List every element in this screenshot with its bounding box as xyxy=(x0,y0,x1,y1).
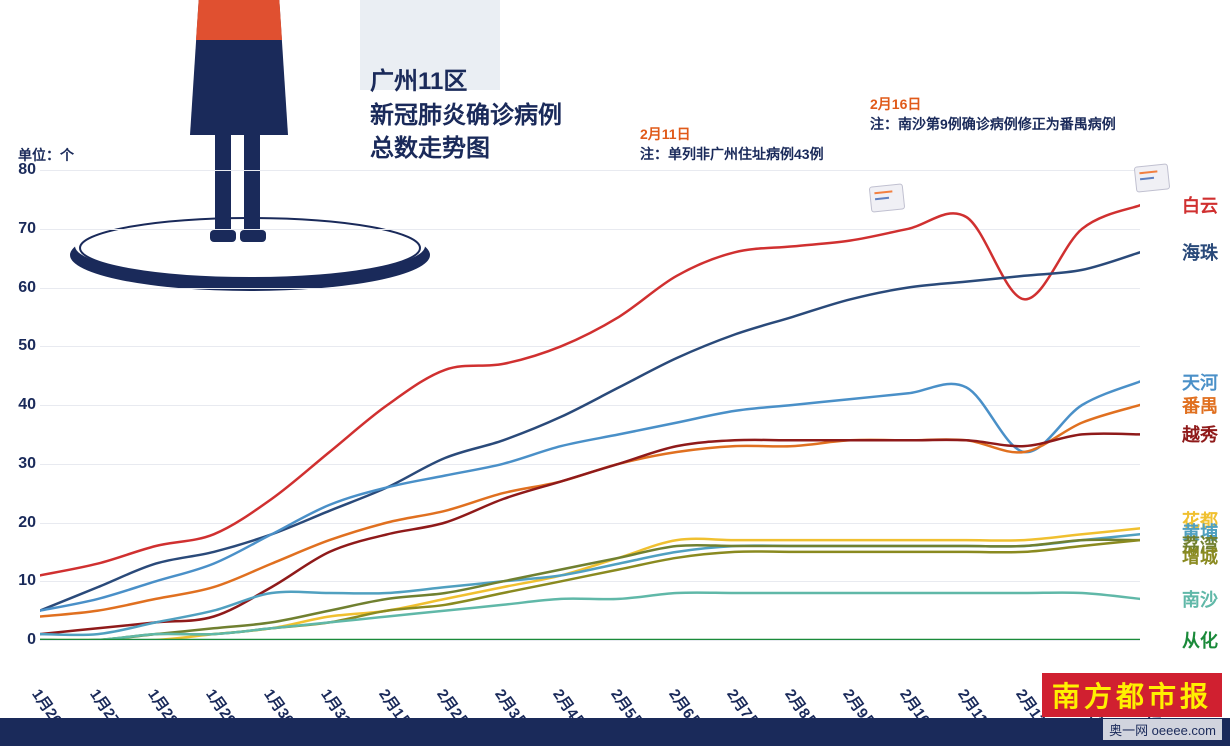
series-label-番禺: 番禺 xyxy=(1182,392,1218,418)
title-line-1: 广州11区 xyxy=(370,65,562,99)
series-line-白云 xyxy=(40,205,1140,575)
series-label-越秀: 越秀 xyxy=(1182,421,1218,447)
title-line-2: 新冠肺炎确诊病例 xyxy=(370,99,562,133)
y-tick-label: 60 xyxy=(8,279,36,297)
annotation-1: 2月16日注：南沙第9例确诊病例修正为番禺病例 xyxy=(870,95,1116,134)
y-tick-label: 70 xyxy=(8,220,36,238)
y-tick-label: 50 xyxy=(8,337,36,355)
watermark: 南方都市报 奥一网 oeeee.com xyxy=(1042,673,1222,740)
series-label-增城: 增城 xyxy=(1182,543,1218,569)
chart-title: 广州11区 新冠肺炎确诊病例 总数走势图 xyxy=(370,65,562,166)
series-line-海珠 xyxy=(40,252,1140,610)
y-tick-label: 30 xyxy=(8,455,36,473)
y-tick-label: 40 xyxy=(8,396,36,414)
gridline xyxy=(40,640,1140,641)
series-label-白云: 白云 xyxy=(1182,192,1218,218)
annotation-date: 2月11日 xyxy=(640,125,824,145)
series-line-黄埔 xyxy=(40,534,1140,635)
series-line-越秀 xyxy=(40,434,1140,635)
annotation-note: 注：南沙第9例确诊病例修正为番禺病例 xyxy=(870,115,1116,135)
title-line-3: 总数走势图 xyxy=(370,132,562,166)
y-tick-label: 80 xyxy=(8,161,36,179)
chart-container: 广州11区 新冠肺炎确诊病例 总数走势图 单位：个 2月11日注：单列非广州住址… xyxy=(0,0,1230,746)
series-line-南沙 xyxy=(40,593,1140,640)
series-label-南沙: 南沙 xyxy=(1182,586,1218,612)
watermark-source: 南方都市报 xyxy=(1042,673,1222,717)
series-label-天河: 天河 xyxy=(1182,369,1218,395)
plot-area xyxy=(40,170,1140,640)
series-label-从化: 从化 xyxy=(1182,627,1218,653)
watermark-site: 奥一网 oeeee.com xyxy=(1103,719,1222,740)
annotation-card-icon xyxy=(869,183,906,212)
annotation-note: 注：单列非广州住址病例43例 xyxy=(640,145,824,165)
y-tick-label: 0 xyxy=(8,631,36,649)
series-label-海珠: 海珠 xyxy=(1182,239,1218,265)
annotation-0: 2月11日注：单列非广州住址病例43例 xyxy=(640,125,824,164)
y-tick-label: 10 xyxy=(8,572,36,590)
series-line-番禺 xyxy=(40,405,1140,617)
y-tick-label: 20 xyxy=(8,514,36,532)
annotation-card-icon xyxy=(1134,163,1171,192)
annotation-date: 2月16日 xyxy=(870,95,1116,115)
